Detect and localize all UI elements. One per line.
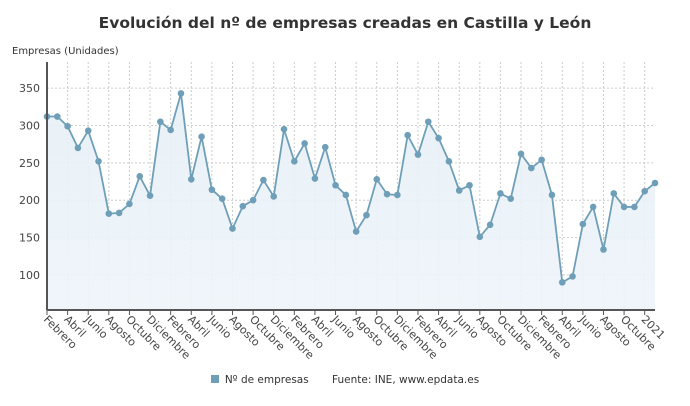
data-point (105, 210, 113, 217)
data-point (311, 175, 319, 182)
y-tick-label: 300 (19, 119, 40, 132)
data-point (177, 90, 185, 97)
data-point (126, 200, 133, 208)
data-point (95, 158, 102, 165)
data-point (497, 190, 504, 197)
source-note: Fuente: INE, www.epdata.es (332, 374, 480, 386)
data-point (64, 122, 71, 130)
data-point (394, 191, 401, 199)
data-point (507, 195, 515, 202)
y-axis-label: Empresas (Unidades) (12, 46, 119, 57)
data-point (435, 134, 442, 142)
y-tick-label: 200 (19, 194, 40, 207)
data-point (208, 186, 216, 194)
data-point (455, 187, 463, 194)
data-point (363, 211, 370, 219)
data-point (332, 181, 339, 189)
data-point (631, 203, 638, 211)
legend-label: Nº de empresas (224, 374, 309, 386)
data-point (620, 203, 628, 211)
y-tick-label: 350 (19, 82, 40, 95)
data-point (548, 191, 556, 199)
y-tick-label: 150 (19, 232, 40, 245)
data-point (414, 151, 422, 158)
data-point (404, 131, 411, 139)
data-point (517, 150, 525, 158)
data-point (352, 228, 360, 235)
y-tick-label: 100 (19, 269, 40, 282)
data-point (589, 203, 597, 211)
data-point (146, 192, 154, 200)
data-point (538, 156, 545, 164)
data-point (115, 209, 123, 217)
data-point (651, 179, 659, 187)
data-point (600, 246, 607, 253)
data-point (383, 190, 391, 198)
data-point (74, 144, 82, 152)
data-point (558, 279, 566, 286)
data-point (342, 191, 350, 199)
data-point (249, 196, 257, 204)
data-point (301, 140, 308, 147)
data-point (528, 164, 535, 172)
data-point (260, 176, 267, 184)
data-point (579, 220, 587, 228)
data-point (187, 175, 195, 183)
legend-swatch (210, 375, 219, 383)
data-point (486, 221, 494, 229)
series-line (47, 93, 656, 284)
data-point (445, 158, 453, 165)
data-point (84, 127, 92, 135)
data-point (218, 195, 226, 202)
data-point (476, 233, 484, 241)
data-point (373, 175, 381, 183)
legend: Nº de empresas Fuente: INE, www.epdata.e… (0, 374, 690, 386)
data-point (229, 225, 236, 232)
y-tick-label: 250 (19, 157, 40, 170)
data-point (136, 172, 144, 180)
data-point (641, 187, 648, 195)
data-point (198, 133, 205, 140)
data-point (54, 113, 61, 120)
data-point (280, 125, 288, 133)
data-point (424, 118, 432, 126)
data-point (239, 202, 247, 210)
data-point (291, 158, 298, 165)
data-point (466, 181, 473, 189)
data-point (157, 118, 164, 126)
chart-title: Evolución del nº de empresas creadas en … (98, 14, 592, 32)
data-point (270, 193, 278, 200)
data-point (569, 273, 576, 280)
data-point (321, 143, 329, 151)
data-point (167, 126, 174, 134)
data-point (610, 190, 618, 197)
